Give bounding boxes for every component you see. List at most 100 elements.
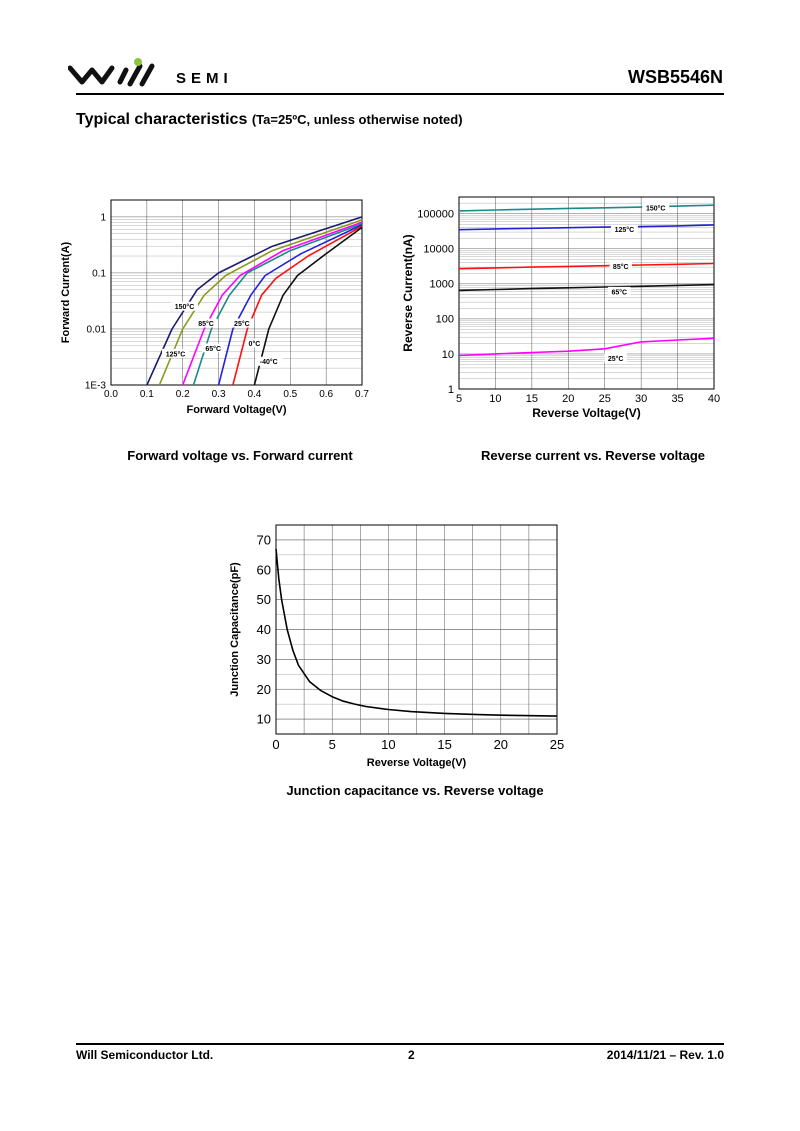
y-axis-title: Forward Current(A) <box>60 241 72 343</box>
section-title: Typical characteristics (Ta=25ºC, unless… <box>76 111 463 129</box>
chart-frame <box>458 196 715 390</box>
series-annotation: -40°C <box>260 358 278 366</box>
x-tick-label: 0.0 <box>104 389 118 400</box>
x-tick-label: 0.4 <box>247 389 261 400</box>
series-annotation: 65°C <box>205 345 221 353</box>
annotation-bg <box>642 202 670 212</box>
footer-rule <box>76 1043 724 1045</box>
chart-grid <box>275 524 558 735</box>
chart-frame <box>275 524 558 735</box>
series-line <box>192 223 363 386</box>
x-tick-label: 15 <box>526 393 538 405</box>
series-line <box>158 219 363 386</box>
section-note: (Ta=25ºC, unless otherwise noted) <box>251 112 463 127</box>
annotation-bg <box>609 261 632 271</box>
chart-frame <box>110 199 363 386</box>
y-tick-label: 20 <box>257 682 271 697</box>
brand-text: SEMI <box>176 70 233 87</box>
series-line <box>217 224 363 386</box>
logo-w-mark <box>68 65 115 85</box>
annotation-bg <box>162 348 190 358</box>
document-code: WSB5546N <box>627 67 723 87</box>
x-tick-label: 40 <box>708 393 720 405</box>
series-line <box>232 225 363 386</box>
annotation-bg <box>608 286 631 296</box>
logo-l2-mark <box>139 63 155 87</box>
annotation-bg <box>604 353 627 363</box>
x-axis-title: Reverse Voltage(V) <box>367 757 467 769</box>
chart-caption-capacitance: Junction capacitance vs. Reverse voltage <box>286 783 544 798</box>
x-tick-label: 10 <box>381 737 395 752</box>
x-tick-label: 30 <box>635 393 647 405</box>
series-line <box>181 221 363 386</box>
series-line <box>458 224 715 231</box>
annotation-bg <box>610 224 638 234</box>
x-tick-label: 25 <box>599 393 611 405</box>
header-rule <box>76 93 724 95</box>
y-tick-label: 50 <box>257 592 271 607</box>
series-annotation: 85°C <box>198 320 214 328</box>
series-line <box>146 216 363 386</box>
annotation-bg <box>230 318 254 328</box>
annotation-bg <box>245 338 264 348</box>
series-line <box>458 204 715 212</box>
x-tick-label: 20 <box>494 737 508 752</box>
x-axis-title: Reverse Voltage(V) <box>532 406 641 420</box>
series-annotation: 125°C <box>166 350 186 358</box>
y-tick-label: 30 <box>257 652 271 667</box>
chart-capacitance: 0 5 10 15 20 25 70 60 50 40 30 20 10 Reverse Voltage(… <box>229 524 564 769</box>
x-tick-label: 0.7 <box>355 389 369 400</box>
chart-reverse: 5 10 15 20 25 30 35 40 100000 10000 1000 100 10 1 Reve… <box>401 196 720 420</box>
series-line <box>253 226 363 386</box>
logo-l1-mark <box>127 63 143 87</box>
chart-grid <box>110 199 363 386</box>
annotation-bg <box>255 356 283 366</box>
y-tick-label: 10 <box>257 712 271 727</box>
y-tick-label: 10000 <box>423 244 454 256</box>
y-axis-title: Reverse Current(nA) <box>401 234 415 351</box>
x-axis-title: Forward Voltage(V) <box>186 404 286 416</box>
y-tick-label: 40 <box>257 622 271 637</box>
x-tick-label: 0.3 <box>212 389 226 400</box>
x-tick-label: 0 <box>272 737 279 752</box>
annotation-bg <box>201 343 225 353</box>
x-tick-label: 10 <box>489 393 501 405</box>
x-tick-label: 0.6 <box>319 389 333 400</box>
chart-caption-forward: Forward voltage vs. Forward current <box>127 448 353 463</box>
section-title-text: Typical characteristics <box>76 111 248 128</box>
x-tick-label: 0.5 <box>283 389 297 400</box>
company-logo <box>68 58 155 87</box>
y-tick-label: 10 <box>442 349 454 361</box>
logo-dot <box>134 58 142 66</box>
x-tick-label: 25 <box>550 737 564 752</box>
logo-i-mark <box>117 67 129 85</box>
chart-forward: 0.0 0.1 0.2 0.3 0.4 0.5 0.6 0.7 1 0.1 0.01 1E-3 Forw… <box>60 199 369 416</box>
footer-company: Will Semiconductor Ltd. <box>76 1048 214 1062</box>
series-annotation: 0°C <box>249 340 261 348</box>
series-annotation: 125°C <box>615 226 635 234</box>
y-tick-label: 70 <box>257 532 271 547</box>
y-tick-label: 0.01 <box>87 324 107 335</box>
footer-date-revision: 2014/11/21 – Rev. 1.0 <box>606 1048 724 1062</box>
x-tick-label: 20 <box>562 393 574 405</box>
y-axis-title: Junction Capacitance(pF) <box>229 562 241 697</box>
series-annotation: 85°C <box>613 263 629 271</box>
annotation-bg <box>171 301 199 311</box>
series-line <box>458 283 715 292</box>
series-line <box>458 337 715 357</box>
y-tick-label: 1 <box>100 212 106 223</box>
y-tick-label: 60 <box>257 562 271 577</box>
x-tick-label: 0.1 <box>140 389 154 400</box>
series-line <box>275 548 558 717</box>
y-tick-label: 1E-3 <box>85 381 107 392</box>
y-tick-label: 0.1 <box>92 268 106 279</box>
footer-page-number: 2 <box>408 1048 415 1062</box>
y-tick-label: 1000 <box>430 279 454 291</box>
x-tick-label: 15 <box>437 737 451 752</box>
series-annotation: 65°C <box>611 288 627 296</box>
x-tick-label: 35 <box>671 393 683 405</box>
x-tick-label: 5 <box>329 737 336 752</box>
x-tick-label: 5 <box>456 393 462 405</box>
series-annotation: 150°C <box>646 204 666 212</box>
